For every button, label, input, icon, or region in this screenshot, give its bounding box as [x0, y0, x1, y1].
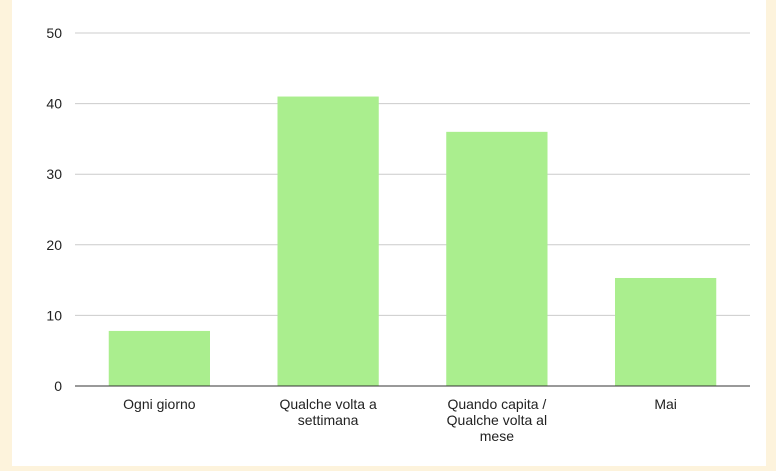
labels: 0 10 20 30 40 50 Ogni giorno Qualche volta aset… [46, 25, 676, 444]
x-tick-label: Ogni giorno [123, 396, 196, 412]
bar [108, 330, 210, 386]
bar [446, 131, 548, 386]
y-tick-label: 40 [46, 96, 62, 112]
bar [277, 96, 379, 386]
x-tick-label: settimana [298, 412, 359, 428]
bar [615, 277, 717, 386]
y-tick-label: 10 [46, 307, 62, 323]
x-tick-label: Quando capita / [447, 396, 546, 412]
y-tick-label: 0 [54, 378, 62, 394]
gridlines [75, 32, 750, 316]
x-tick-label: mese [480, 428, 514, 444]
bars [108, 96, 717, 386]
x-tick-label: Mai [654, 396, 677, 412]
x-tick-label: Qualche volta al [447, 412, 547, 428]
x-tick-label: Qualche volta a [279, 396, 376, 412]
y-tick-label: 20 [46, 237, 62, 253]
y-tick-label: 50 [46, 25, 62, 41]
bar-chart: 0 10 20 30 40 50 Ogni giorno Qualche volta aset… [46, 25, 750, 444]
chart-container: 0 10 20 30 40 50 Ogni giorno Qualche volta a set… [12, 0, 766, 466]
y-tick-label: 30 [46, 166, 62, 182]
